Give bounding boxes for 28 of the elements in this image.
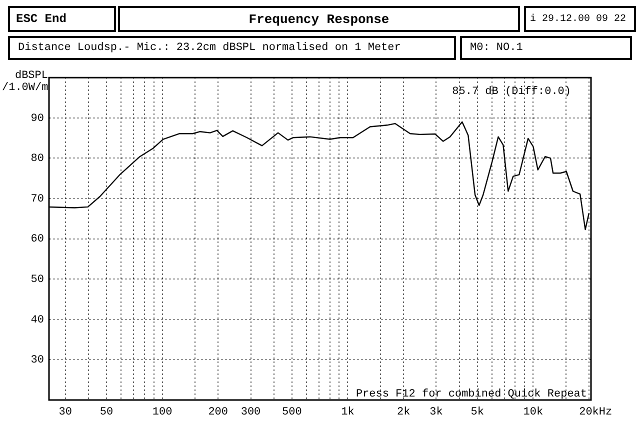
y-tick-label: 50 [30,274,44,286]
x-tick-label: 50 [100,406,114,419]
x-tick-label: 300 [240,406,261,419]
chart-title: Frequency Response [118,6,520,32]
x-tick-label: 20k [579,406,600,419]
y-axis-title: dBSPL /1.0W/m [2,70,48,94]
text: ESC End [8,6,116,32]
x-tick-label: 5k [470,406,484,419]
y-tick-label: 70 [30,193,44,206]
x-tick-label: 200 [208,406,228,419]
x-tick-label: 500 [282,406,302,419]
y-tick-label: 30 [30,354,44,367]
x-tick-label: 100 [152,406,172,419]
y-tick-label: 90 [30,112,44,125]
x-tick-label: 1k [341,406,355,419]
y-tick-label: 40 [30,314,44,326]
x-tick-label: 30 [58,406,72,419]
annotation: 85.7 dB (Diff:0.0) [452,86,571,98]
x-tick-label: 3k [430,406,444,419]
annotation: Press F12 for combined Quick Repeat [356,388,587,400]
x-axis-title: Hz [598,406,612,418]
x-tick-label: 10k [523,406,544,419]
y-tick-label: 80 [30,153,44,166]
text: M0: NO.1 [460,36,632,60]
y-tick-label: 60 [30,234,44,246]
text: Distance Loudsp.- Mic.: 23.2cm dBSPL normalised on 1 Meter [8,36,456,60]
text: i 29.12.00 09 22 [524,6,636,32]
x-tick-label: 2k [396,406,411,419]
